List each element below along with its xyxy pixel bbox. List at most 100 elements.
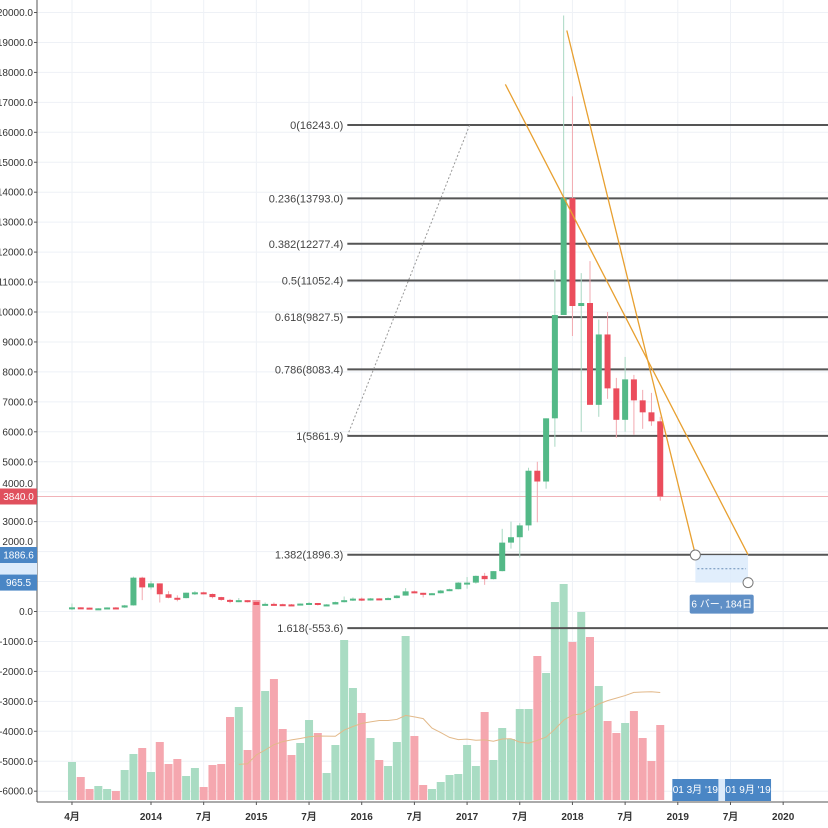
price-tick-label: -4000.0 [0,727,33,738]
volume-bar [586,637,594,800]
fib-level-label: 0.786(8083.4) [275,364,344,376]
candle-body [200,592,207,595]
candle-body [139,577,146,588]
volume-bar [305,720,314,800]
price-axis[interactable]: 20000.0 19000.0 18000.0 17000.0 16000.0 15000… [0,0,38,802]
candle-body [376,598,383,601]
candle-body [279,604,286,607]
volume-bar [164,764,173,800]
candle-body [297,603,304,606]
volume-bar [296,743,305,800]
candle-body [446,589,453,592]
volume-bar [129,754,138,800]
candle-body [534,470,541,482]
time-tick-label: 7月 [512,811,528,823]
candle-body [235,600,242,603]
volume-bar [340,640,349,800]
volume-bar [278,729,287,800]
candle-body [622,379,629,420]
candle-body [253,601,260,606]
price-tag-label: 1886.6 [3,550,34,561]
candle-body [455,582,462,590]
candle-body [270,603,277,606]
price-tick-label: 6000.0 [2,427,33,438]
drawings[interactable]: 6 バー, 184日 [504,30,754,614]
volume-bar [76,777,85,800]
date-range-label-box [689,594,754,614]
candle-body [402,591,409,596]
price-tag [0,574,37,591]
fib-level-label: 0.236(13793.0) [269,193,344,205]
price-tick-label: 20000.0 [0,8,33,19]
candle-body [490,571,497,580]
candle-body [112,607,119,610]
price-tick-label: -3000.0 [0,697,33,708]
volume-bar [533,656,542,800]
volume-bar [111,791,120,800]
volume-bar [226,717,235,800]
price-tick-label: -6000.0 [0,787,33,798]
time-tick-label: 4月 [64,811,80,823]
drag-handle-end[interactable] [742,577,754,589]
candle-body [595,334,602,405]
volume-bar [445,775,454,800]
volume-bar [120,770,129,800]
fibonacci-retracement[interactable]: 0(16243.0) 0.236(13793.0) 0.382(12277.4) 0.… [269,120,828,635]
volume-bar [234,707,243,800]
volume-bar [559,584,568,800]
drag-handle-start[interactable] [689,549,701,561]
candle-body [516,525,523,538]
volume-bar [410,736,419,800]
volume-bar [603,721,612,800]
price-tick-label: 9000.0 [2,337,33,348]
time-tick-label: 2014 [140,812,163,823]
volume-bar [629,711,638,800]
volume-bar [94,786,103,800]
fib-level-label: 0.382(12277.4) [269,239,344,251]
candle-body [341,600,348,603]
fib-level-label: 1.618(-553.6) [277,623,343,635]
candle-body [639,400,646,413]
time-tick-label: 2019 [667,812,690,823]
candle-body [174,597,181,600]
trend-line[interactable] [566,30,696,555]
date-tag-label: 01 3月 '19 [673,784,719,796]
price-tick-label: 2000.0 [2,537,33,548]
price-tag [0,488,37,505]
candle-body [218,597,225,600]
volume-bar [638,738,647,800]
time-axis[interactable]: 4月 2014 7月 2015 7月 2016 7月 2017 7月 2018 7月 2019 7月 20… [37,779,828,828]
volume-bar [656,725,665,800]
candle-body [183,592,190,599]
price-tag [0,546,37,563]
volume-bar [463,745,472,800]
candle-body [657,421,664,497]
time-tick-label: 7月 [617,811,633,823]
candle-body [68,607,75,610]
candle-body [543,418,550,482]
volume-bar [454,774,463,800]
price-tick-label: 17000.0 [0,98,33,109]
time-tick-label: 2017 [456,812,479,823]
price-tick-label: 3000.0 [2,517,33,528]
candle-body [121,605,128,608]
price-tick-label: 15000.0 [0,158,33,169]
candle-body [481,575,488,580]
volume-bar [252,600,261,800]
price-tick-label: 0.0 [19,607,33,618]
trend-line[interactable] [504,84,749,556]
time-tick-label: 2016 [351,812,374,823]
volume-bar [155,742,164,800]
candle-body [306,602,313,605]
candle-body [323,604,330,607]
volume-bar [67,762,76,800]
candle-body [630,379,637,401]
candle-body [464,582,471,585]
price-tick-label: 5000.0 [2,457,33,468]
candle-body [148,583,154,588]
candle-body [604,334,611,389]
volume-bar [498,728,507,800]
volume-bar [577,612,586,800]
fib-level-label: 0.618(9827.5) [275,312,344,324]
